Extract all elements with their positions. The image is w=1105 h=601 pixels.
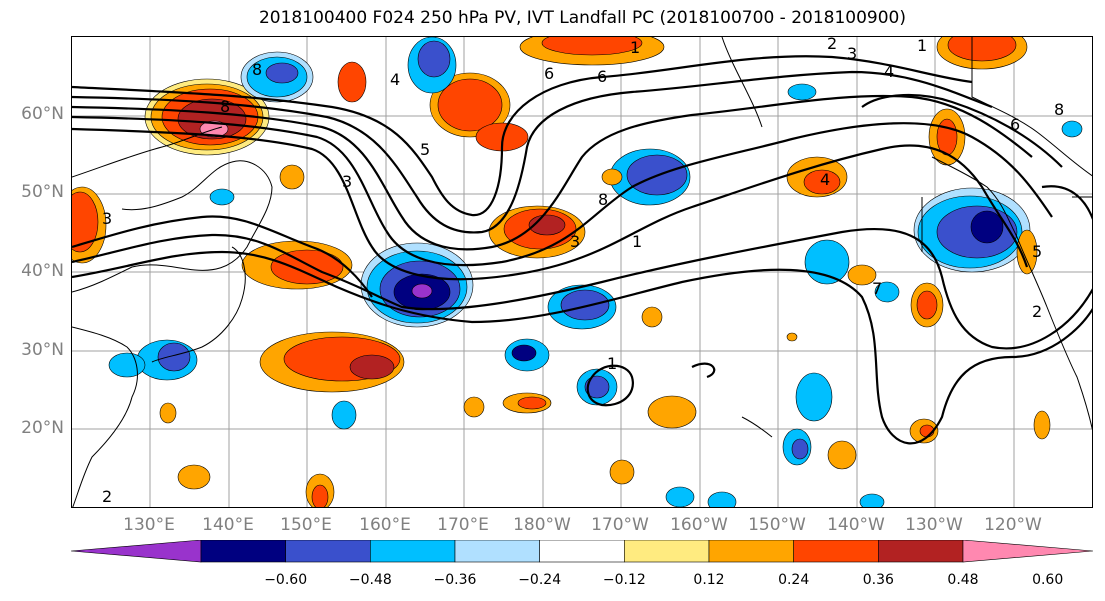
colorbar-segment xyxy=(878,540,964,563)
contour-label: 3 xyxy=(102,209,112,228)
lon-label-140w: 140°W xyxy=(827,515,885,535)
colorbar-extend-low xyxy=(70,540,202,563)
colorbar-tick-label: 0.48 xyxy=(947,572,979,588)
lat-label-50n: 50°N xyxy=(21,182,64,202)
lat-label-20n: 20°N xyxy=(21,418,64,438)
colorbar-tick-label: −0.24 xyxy=(518,572,562,588)
colorbar-tick-label: −0.48 xyxy=(348,572,392,588)
contour-label: 8 xyxy=(1054,100,1064,119)
contour-label: 1 xyxy=(630,38,640,57)
colorbar-tick-label: 0.36 xyxy=(862,572,894,588)
colorbar-segment xyxy=(370,540,456,563)
lon-label-150w: 150°W xyxy=(748,515,806,535)
colorbar-segment xyxy=(708,540,794,563)
map-panel: 8 8 3 3 4 5 6 6 1 8 1 3 4 2 3 4 1 6 8 5 … xyxy=(71,36,1093,508)
lon-label-180w: 180°W xyxy=(513,515,571,535)
lat-label-60n: 60°N xyxy=(21,104,64,124)
colorbar-segment xyxy=(200,540,286,563)
contour-label: 1 xyxy=(917,37,927,55)
colorbar-tick-label: −0.12 xyxy=(602,572,646,588)
contour-label: 5 xyxy=(1032,242,1042,261)
coastlines xyxy=(72,37,1092,507)
colorbar-tick-label: −0.36 xyxy=(433,572,477,588)
contour-label: 4 xyxy=(884,62,894,81)
lat-label-30n: 30°N xyxy=(21,340,64,360)
contour-label: 8 xyxy=(220,97,230,116)
colorbar-segment xyxy=(454,540,540,563)
lon-label-160w: 160°W xyxy=(670,515,728,535)
contour-label: 5 xyxy=(420,140,430,159)
contour-label: 4 xyxy=(820,170,830,189)
colorbar-tick-label: −0.60 xyxy=(264,572,308,588)
lon-label-170e: 170°E xyxy=(437,515,489,535)
lon-label-120w: 120°W xyxy=(984,515,1042,535)
colorbar-segment xyxy=(539,540,625,563)
contour-label: 6 xyxy=(544,64,554,83)
lon-label-140e: 140°E xyxy=(202,515,254,535)
colorbar-segment xyxy=(793,540,879,563)
contour-label: 3 xyxy=(342,172,352,191)
colorbar-segment xyxy=(285,540,371,563)
ivt-contours xyxy=(72,55,1092,445)
contour-label: 1 xyxy=(632,232,642,251)
contour-label: 6 xyxy=(1010,115,1020,134)
contour-label: 2 xyxy=(102,487,112,506)
contour-label: 4 xyxy=(390,70,400,89)
lon-label-160e: 160°E xyxy=(359,515,411,535)
contour-label: 8 xyxy=(252,60,262,79)
contour-label: 8 xyxy=(598,190,608,209)
colorbar-tick-label: 0.24 xyxy=(778,572,810,588)
contour-label: 3 xyxy=(847,44,857,63)
lon-label-150e: 150°E xyxy=(280,515,332,535)
colorbar-tick-label: 0.12 xyxy=(693,572,725,588)
colorbar-extend-high xyxy=(962,540,1094,563)
contour-label: 2 xyxy=(1032,302,1042,321)
contour-labels: 8 8 3 3 4 5 6 6 1 8 1 3 4 2 3 4 1 6 8 5 … xyxy=(102,37,1064,506)
lon-label-130w: 130°W xyxy=(905,515,963,535)
colorbar xyxy=(70,540,1094,563)
chart-title: 2018100400 F024 250 hPa PV, IVT Landfall… xyxy=(258,8,906,28)
contour-label: 2 xyxy=(827,37,837,53)
pv-shading xyxy=(72,37,1083,507)
lon-label-130e: 130°E xyxy=(123,515,175,535)
contour-label: 6 xyxy=(597,67,607,86)
colorbar-tick-label: 0.60 xyxy=(1032,572,1064,588)
colorbar-segment xyxy=(624,540,710,563)
contour-label: 7 xyxy=(872,279,882,298)
contour-label: 1 xyxy=(607,354,617,373)
lat-label-40n: 40°N xyxy=(21,261,64,281)
lon-label-170w: 170°W xyxy=(591,515,649,535)
contour-label: 3 xyxy=(570,232,580,251)
map-canvas: 8 8 3 3 4 5 6 6 1 8 1 3 4 2 3 4 1 6 8 5 … xyxy=(72,37,1092,507)
